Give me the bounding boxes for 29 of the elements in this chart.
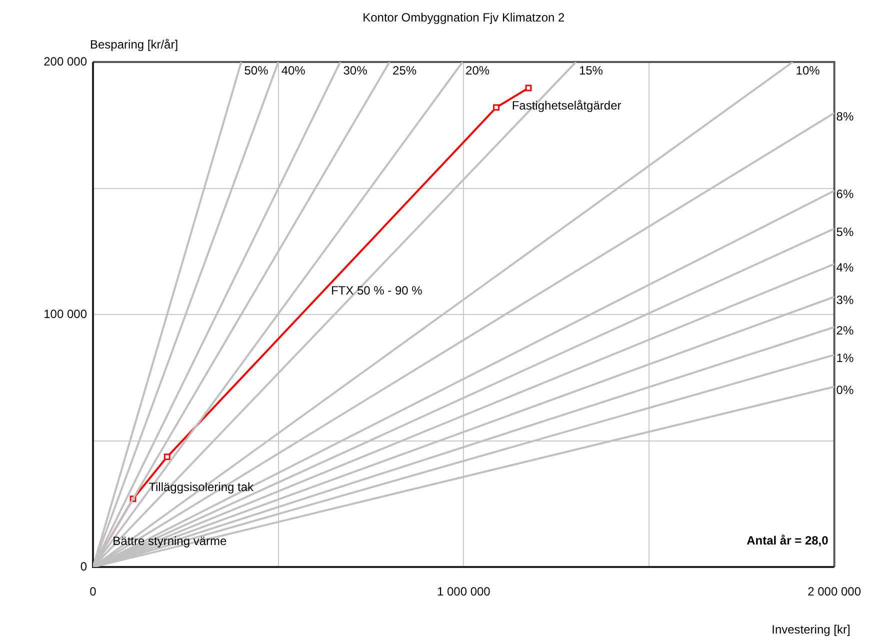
series-label: 3%: [836, 293, 854, 308]
series-label: 0%: [836, 383, 854, 398]
y-tick-label: 0: [80, 559, 88, 574]
annotation: Tilläggsisolering tak: [148, 480, 255, 494]
y-axis-title: Besparing [kr/år]: [90, 37, 178, 52]
chart-title: Kontor Ombyggnation Fjv Klimatzon 2: [362, 10, 566, 24]
series-label: 5%: [836, 224, 854, 239]
series-label: 4%: [836, 260, 854, 274]
annotation: Antal år = 28,0: [746, 533, 829, 548]
series-label: 50%: [244, 63, 269, 78]
annotation: Bättre styrning värme: [112, 534, 228, 548]
series-label: 15%: [578, 63, 604, 78]
series-label: 10%: [796, 63, 820, 78]
series-label: 2%: [836, 323, 854, 338]
y-tick-label: 100 000: [44, 306, 88, 321]
x-tick-label: 1 000 000: [436, 584, 491, 599]
series-label: 25%: [392, 63, 417, 78]
x-tick-label: 2 000 000: [808, 584, 862, 599]
series-label: 6%: [836, 187, 854, 202]
series-label: 30%: [343, 63, 368, 78]
annotation: FTX 50 % - 90 %: [330, 283, 423, 298]
series-label: 8%: [836, 109, 854, 124]
x-tick-label: 0: [90, 584, 97, 599]
x-axis-title: Investering [kr]: [772, 622, 850, 636]
annotation: Fastighetselåtgärder: [512, 98, 622, 112]
series-label: 40%: [281, 63, 306, 78]
y-tick-label: 200 000: [44, 54, 88, 68]
series-label: 20%: [466, 63, 490, 78]
series-label: 1%: [836, 351, 854, 366]
